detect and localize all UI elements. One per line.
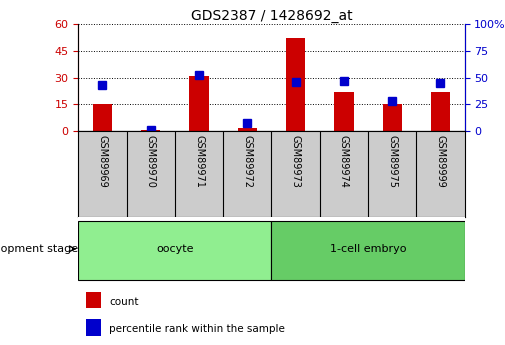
Text: GSM89970: GSM89970	[146, 135, 156, 188]
Text: GSM89973: GSM89973	[290, 135, 300, 188]
Text: GSM89971: GSM89971	[194, 135, 204, 188]
Text: GSM89975: GSM89975	[387, 135, 397, 188]
Bar	[286, 38, 305, 131]
Bar	[86, 319, 102, 336]
Title: GDS2387 / 1428692_at: GDS2387 / 1428692_at	[190, 9, 352, 23]
Bar	[78, 221, 272, 279]
Bar	[238, 128, 257, 131]
Text: GSM89974: GSM89974	[339, 135, 349, 188]
Text: development stage: development stage	[0, 244, 78, 254]
Bar	[272, 221, 465, 279]
Text: percentile rank within the sample: percentile rank within the sample	[109, 324, 285, 334]
Text: GSM89969: GSM89969	[97, 135, 108, 188]
Bar	[93, 104, 112, 131]
Text: 1-cell embryo: 1-cell embryo	[330, 244, 406, 254]
Text: count: count	[109, 297, 139, 307]
Bar	[382, 104, 402, 131]
Text: GSM89999: GSM89999	[435, 135, 445, 188]
Text: oocyte: oocyte	[156, 244, 193, 254]
Bar	[334, 92, 353, 131]
Bar	[431, 92, 450, 131]
Bar	[86, 292, 102, 308]
Text: GSM89972: GSM89972	[242, 135, 252, 188]
Bar	[189, 76, 209, 131]
Bar	[141, 130, 161, 131]
